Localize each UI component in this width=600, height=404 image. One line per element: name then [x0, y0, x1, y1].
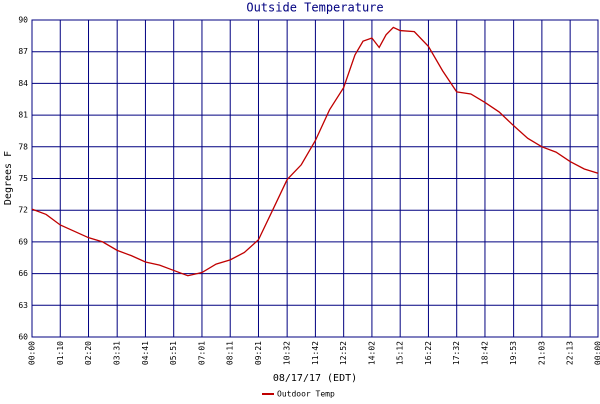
y-tick-label: 78 [18, 142, 28, 151]
y-tick-label: 84 [18, 79, 28, 88]
x-tick-label: 08:11 [226, 341, 235, 365]
x-tick-label: 01:10 [56, 341, 65, 365]
y-tick-label: 75 [18, 174, 28, 183]
x-tick-label: 22:13 [566, 341, 575, 365]
y-tick-label: 90 [18, 16, 28, 25]
chart-title: Outside Temperature [246, 1, 383, 15]
y-tick-label: 87 [18, 47, 28, 56]
x-axis-label: 08/17/17 (EDT) [273, 373, 357, 384]
y-tick-label: 60 [18, 333, 28, 342]
x-tick-label: 00:00 [594, 341, 600, 365]
x-tick-label: 21:03 [537, 341, 546, 365]
y-tick-label: 69 [18, 237, 28, 246]
x-tick-label: 04:41 [141, 341, 150, 365]
x-tick-label: 02:20 [84, 341, 93, 365]
x-tick-label: 19:53 [509, 341, 518, 365]
y-tick-label: 63 [18, 301, 28, 310]
x-tick-label: 16:22 [424, 341, 433, 365]
y-tick-label: 72 [18, 206, 28, 215]
x-tick-label: 18:42 [480, 341, 489, 365]
legend-label: Outdoor Temp [277, 390, 335, 399]
x-tick-label: 05:51 [169, 341, 178, 365]
x-tick-label: 17:32 [452, 341, 461, 365]
x-tick-label: 03:31 [113, 341, 122, 365]
x-tick-label: 12:52 [339, 341, 348, 365]
x-tick-label: 07:01 [197, 341, 206, 365]
x-tick-label: 14:02 [367, 341, 376, 365]
y-tick-label: 81 [18, 111, 28, 120]
y-tick-label: 66 [18, 269, 28, 278]
x-tick-label: 00:00 [28, 341, 37, 365]
x-tick-label: 09:21 [254, 341, 263, 365]
y-axis-label: Degrees F [3, 151, 14, 205]
x-tick-label: 15:12 [396, 341, 405, 365]
x-tick-label: 11:42 [311, 341, 320, 365]
x-tick-label: 10:32 [283, 341, 292, 365]
